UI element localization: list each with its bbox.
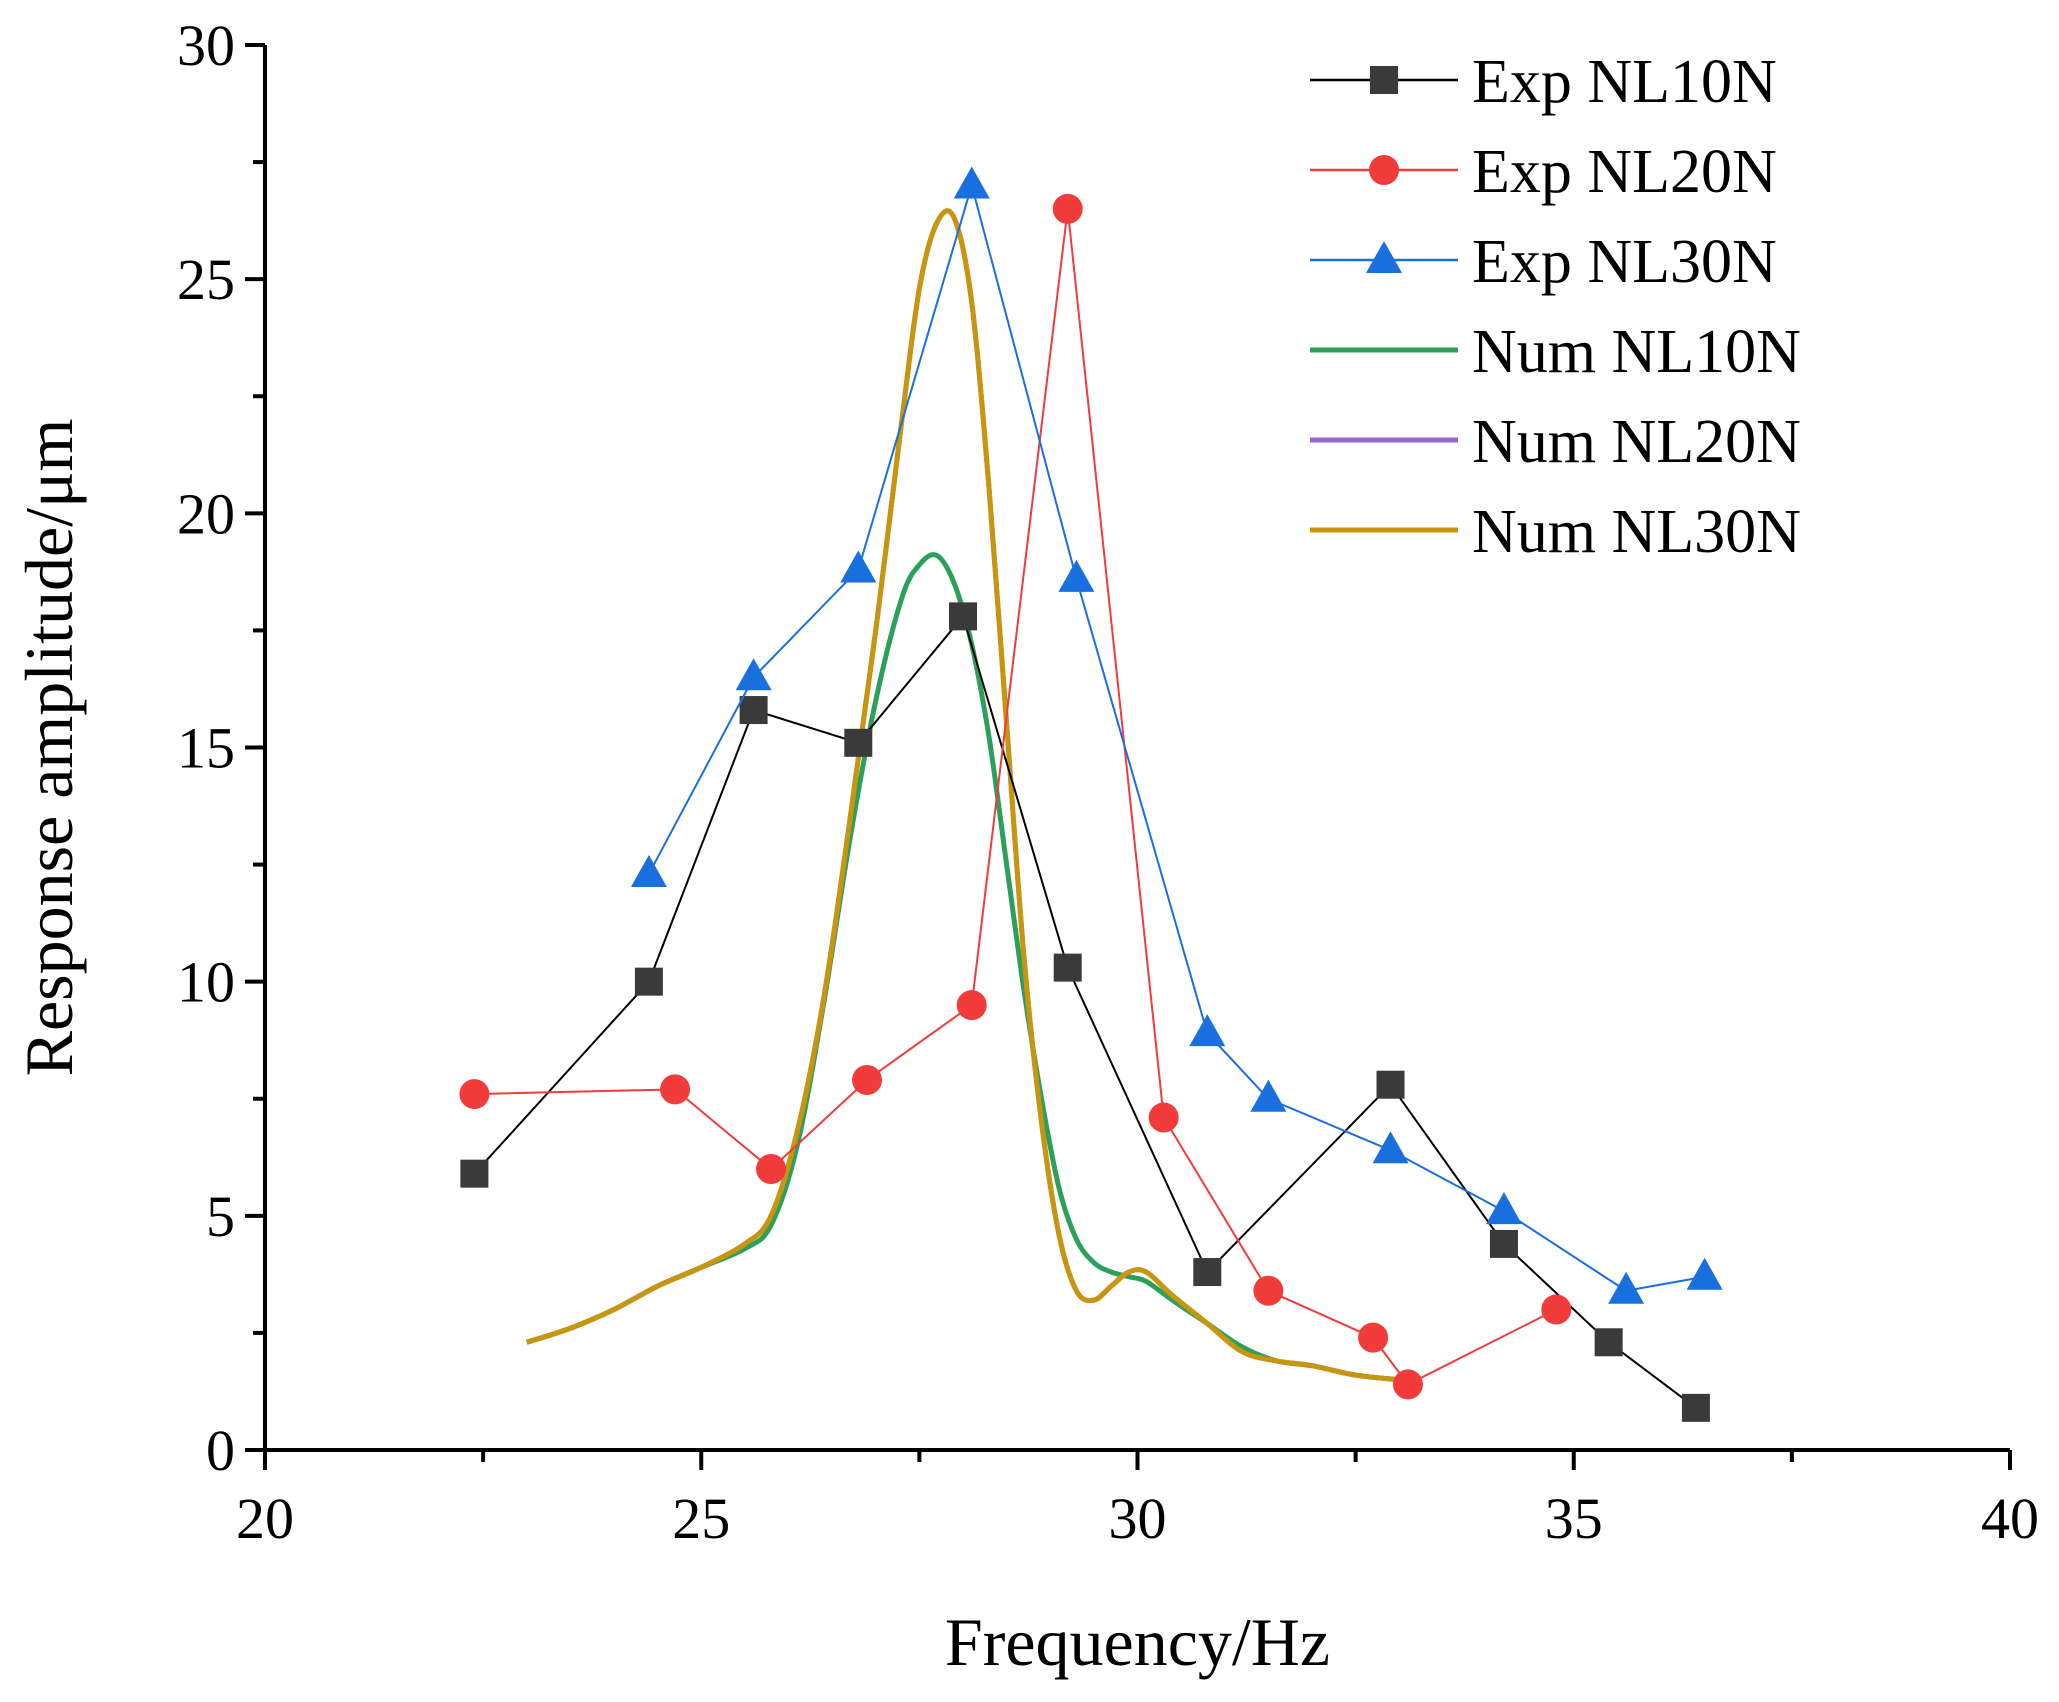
data-point-exp-nl20n bbox=[1253, 1275, 1284, 1306]
legend-marker-exp-nl30n bbox=[1366, 241, 1402, 273]
legend-label: Exp NL10N bbox=[1472, 48, 1777, 116]
series-line-num-nl30n bbox=[525, 208, 1400, 1383]
legend-label: Num NL20N bbox=[1472, 408, 1801, 476]
data-point-exp-nl30n bbox=[953, 166, 990, 199]
data-point-exp-nl30n bbox=[1250, 1079, 1287, 1112]
plot-area bbox=[459, 166, 1723, 1422]
y-tick-label: 5 bbox=[206, 1184, 235, 1249]
data-point-exp-nl10n bbox=[739, 696, 768, 725]
x-tick-label: 20 bbox=[236, 1486, 294, 1551]
legend-label: Exp NL30N bbox=[1472, 228, 1777, 296]
data-point-exp-nl20n bbox=[459, 1079, 490, 1110]
data-point-exp-nl20n bbox=[660, 1074, 691, 1105]
y-tick-label: 0 bbox=[206, 1418, 235, 1483]
y-tick-label: 10 bbox=[177, 950, 235, 1015]
data-point-exp-nl10n bbox=[1489, 1229, 1518, 1258]
data-point-exp-nl10n bbox=[460, 1159, 489, 1188]
data-point-exp-nl10n bbox=[1193, 1258, 1222, 1287]
data-point-exp-nl30n bbox=[840, 550, 877, 583]
data-point-exp-nl20n bbox=[1358, 1322, 1389, 1353]
legend-label: Num NL10N bbox=[1472, 318, 1801, 386]
data-point-exp-nl10n bbox=[1053, 953, 1082, 982]
data-point-exp-nl30n bbox=[1485, 1192, 1522, 1225]
data-point-exp-nl30n bbox=[1686, 1257, 1723, 1290]
data-point-exp-nl20n bbox=[1148, 1102, 1179, 1133]
y-axis-title: Response amplitude/μm bbox=[11, 419, 87, 1077]
legend-marker-exp-nl10n bbox=[1370, 66, 1398, 94]
data-point-exp-nl20n bbox=[1052, 193, 1083, 224]
data-point-exp-nl30n bbox=[1058, 559, 1095, 592]
x-axis-title: Frequency/Hz bbox=[945, 1604, 1330, 1680]
series-line-num-nl10n bbox=[525, 552, 1400, 1383]
legend-marker-exp-nl20n bbox=[1369, 155, 1399, 185]
data-point-exp-nl20n bbox=[756, 1154, 787, 1184]
data-point-exp-nl20n bbox=[852, 1065, 883, 1096]
data-point-exp-nl30n bbox=[1189, 1014, 1226, 1047]
data-point-exp-nl30n bbox=[735, 658, 772, 691]
y-tick-label: 15 bbox=[177, 716, 235, 781]
data-point-exp-nl10n bbox=[1376, 1070, 1405, 1099]
x-tick-label: 25 bbox=[672, 1486, 730, 1551]
data-point-exp-nl20n bbox=[956, 990, 987, 1021]
data-point-exp-nl30n bbox=[1608, 1271, 1645, 1304]
y-tick-label: 30 bbox=[177, 13, 235, 78]
y-tick-label: 20 bbox=[177, 481, 235, 546]
data-point-exp-nl10n bbox=[844, 728, 873, 757]
legend-label: Num NL30N bbox=[1472, 498, 1801, 566]
data-point-exp-nl10n bbox=[1681, 1393, 1710, 1422]
data-point-exp-nl20n bbox=[1541, 1294, 1572, 1325]
x-tick-label: 40 bbox=[1981, 1486, 2039, 1551]
legend-label: Exp NL20N bbox=[1472, 138, 1777, 206]
data-point-exp-nl30n bbox=[630, 854, 667, 887]
x-tick-label: 35 bbox=[1545, 1486, 1603, 1551]
axis-ticks: 20 25 30 35 40 0 5 10 15 20 25 30 bbox=[177, 13, 2039, 1551]
data-point-exp-nl10n bbox=[949, 602, 977, 631]
legend: Exp NL10N Exp NL20N Exp NL30N Num NL10N Num … bbox=[1310, 48, 1801, 566]
data-point-exp-nl20n bbox=[1392, 1369, 1423, 1400]
data-point-exp-nl10n bbox=[634, 967, 663, 996]
x-tick-label: 30 bbox=[1109, 1486, 1167, 1551]
data-point-exp-nl30n bbox=[1372, 1131, 1409, 1164]
data-point-exp-nl10n bbox=[1594, 1328, 1623, 1357]
y-tick-label: 25 bbox=[177, 247, 235, 312]
